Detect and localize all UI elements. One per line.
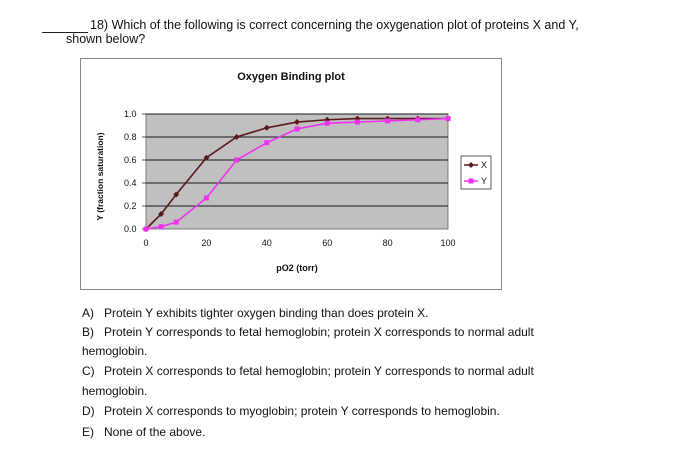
legend-box — [460, 155, 492, 190]
series-line-x — [145, 117, 448, 230]
x-axis-title: pO2 (torr) — [276, 263, 318, 273]
plot-area — [145, 113, 449, 230]
x-tick-label: 60 — [322, 238, 332, 248]
x-tick-label: 100 — [440, 238, 455, 248]
chart-title: Oxygen Binding plot — [237, 71, 345, 83]
x-tick-label: 0 — [143, 238, 148, 248]
option-a-text: Protein Y exhibits tighter oxygen bindin… — [104, 306, 429, 320]
option-c-label: C) — [82, 364, 95, 378]
oxygen-binding-chart: Oxygen Binding plot 0.0 0.2 0.4 0.6 0.8 1.0 0 20… — [80, 58, 502, 290]
y-tick-label: 0.0 — [124, 224, 137, 234]
data-point-y — [385, 118, 391, 124]
data-point-y — [324, 120, 330, 126]
option-a-label: A) — [82, 306, 94, 320]
question-line-1: 18) Which of the following is correct co… — [90, 18, 579, 32]
y-tick-label: 1.0 — [124, 109, 137, 119]
option-b-continuation: hemoglobin. — [82, 344, 148, 358]
option-b-label: B) — [82, 325, 94, 339]
option-b: B) Protein Y corresponds to fetal hemoglo… — [82, 325, 534, 339]
option-e: E) None of the above. — [82, 425, 205, 439]
y-tick-label: 0.8 — [124, 132, 137, 142]
data-point-x — [158, 211, 165, 218]
option-c-continuation: hemoglobin. — [82, 384, 148, 398]
data-point-x — [233, 134, 240, 140]
legend-label-x: X — [481, 160, 487, 170]
y-tick-label: 0.6 — [124, 155, 137, 165]
option-d-text: Protein X corresponds to myoglobin; prot… — [104, 404, 500, 418]
data-point-y — [354, 119, 360, 125]
data-point-y — [294, 126, 300, 132]
question-text: Which of the following is correct concer… — [111, 18, 579, 32]
legend-marker-x — [468, 162, 474, 168]
data-point-y — [264, 140, 270, 146]
option-d: D) Protein X corresponds to myoglobin; pr… — [82, 404, 500, 418]
data-point-x — [203, 154, 210, 161]
option-d-label: D) — [82, 404, 95, 418]
data-point-y — [415, 117, 421, 123]
data-point-y — [203, 195, 209, 201]
question-number: 18) — [90, 18, 109, 32]
y-tick-label: 0.2 — [124, 201, 137, 211]
y-axis-title: Y (fraction saturation) — [95, 132, 105, 220]
x-tick-label: 20 — [201, 238, 211, 248]
data-point-x — [263, 124, 270, 131]
legend-marker-y — [468, 178, 474, 184]
x-tick-label: 80 — [383, 238, 393, 248]
option-c: C) Protein X corresponds to fetal hemoglo… — [82, 364, 534, 378]
answer-blank — [42, 32, 88, 33]
option-e-text: None of the above. — [104, 425, 206, 439]
data-point-y — [158, 224, 164, 230]
option-e-label: E) — [82, 425, 94, 439]
data-point-y — [234, 157, 240, 163]
question-line-2: shown below? — [66, 32, 146, 46]
data-point-y — [143, 226, 149, 232]
data-point-y — [445, 116, 451, 122]
x-tick-label: 40 — [262, 238, 272, 248]
legend-label-y: Y — [481, 176, 487, 186]
data-point-x — [294, 119, 300, 126]
chart-canvas: Oxygen Binding plot 0.0 0.2 0.4 0.6 0.8 1.0 0 20… — [95, 71, 492, 273]
data-point-y — [173, 219, 179, 225]
option-c-text: Protein X corresponds to fetal hemoglobi… — [104, 364, 534, 378]
y-tick-label: 0.4 — [124, 178, 137, 188]
data-point-x — [173, 191, 180, 198]
series-line-y — [145, 117, 449, 230]
option-b-text: Protein Y corresponds to fetal hemoglobi… — [104, 325, 534, 339]
option-a: A) Protein Y exhibits tighter oxygen bind… — [82, 306, 428, 320]
